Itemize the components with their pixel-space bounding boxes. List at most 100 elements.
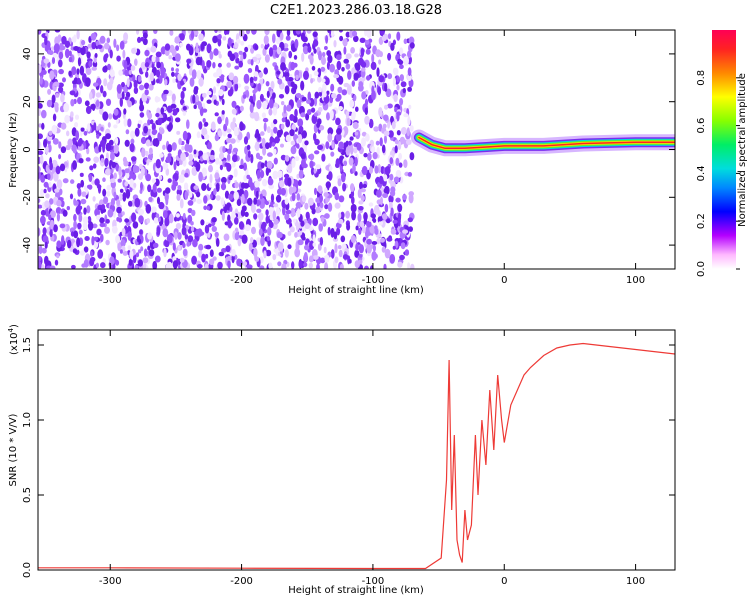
spectrogram-cell — [217, 34, 222, 40]
spectrogram-cell — [113, 172, 117, 180]
spectrogram-cell — [38, 166, 41, 173]
spectrogram-cell — [306, 109, 312, 116]
spectrogram-cell — [78, 229, 83, 235]
spectrogram-cell — [388, 130, 394, 138]
spectrogram-cell — [368, 216, 373, 222]
spectrogram-cell — [162, 162, 169, 170]
spectrogram-cell — [308, 74, 313, 79]
spectrogram-cell — [396, 31, 401, 41]
spectrogram-x-tick-label: -300 — [99, 275, 122, 286]
spectrogram-cell — [225, 245, 231, 253]
spectrogram-cell — [363, 153, 368, 158]
spectrogram-cell — [52, 138, 59, 145]
spectrogram-cell — [56, 179, 63, 189]
spectrogram-cell — [321, 153, 326, 162]
spectrogram-cell — [201, 253, 206, 263]
spectrogram-cell — [54, 188, 60, 193]
spectrogram-cell — [376, 189, 382, 198]
spectrogram-cell — [109, 69, 115, 78]
spectrogram-cell — [356, 143, 362, 151]
spectrogram-cell — [71, 66, 77, 76]
spectrogram-cell — [139, 229, 143, 235]
spectrogram-cell — [62, 209, 68, 217]
snr-x-label: Height of straight line (km) — [288, 585, 424, 596]
spectrogram-cell — [256, 170, 261, 179]
spectrogram-cell — [124, 139, 130, 147]
spectrogram-cell — [162, 94, 167, 102]
spectrogram-cell — [392, 77, 396, 87]
spectrogram-cell — [192, 239, 198, 248]
spectrogram-cell — [378, 175, 384, 185]
spectrogram-cell — [131, 212, 137, 223]
spectrogram-cell — [106, 190, 111, 197]
spectrogram-cell — [341, 172, 346, 183]
spectrogram-cell — [167, 178, 172, 183]
spectrogram-cell — [179, 42, 184, 48]
spectrogram-cell — [125, 129, 130, 135]
spectrogram-cell — [137, 259, 143, 267]
spectrogram-cell — [281, 117, 286, 123]
spectrogram-cell — [289, 226, 295, 233]
spectrogram-cell — [137, 120, 143, 125]
spectrogram-cell — [47, 88, 52, 95]
spectrogram-cell — [59, 188, 63, 196]
spectrogram-cell — [138, 215, 144, 224]
spectrogram-cell — [45, 164, 49, 173]
spectrogram-cell — [307, 91, 312, 101]
spectrogram-cell — [121, 227, 126, 237]
spectrogram-y-tick-label: 40 — [22, 48, 33, 61]
spectrogram-cell — [73, 46, 79, 51]
spectrogram-cell — [124, 181, 129, 187]
spectrogram-cell — [184, 143, 190, 152]
spectrogram-cell — [349, 144, 354, 155]
spectrogram-cell — [221, 182, 226, 188]
spectrogram-x-tick-label: -200 — [230, 275, 253, 286]
spectrogram-cell — [390, 180, 397, 189]
spectrogram-cell — [286, 30, 291, 37]
spectrogram-cell — [311, 65, 316, 71]
spectrogram-cell — [380, 237, 385, 243]
spectrogram-cell — [48, 181, 52, 188]
spectrogram-cell — [77, 223, 82, 230]
spectrogram-cell — [351, 210, 356, 221]
spectrogram-cell — [234, 82, 239, 92]
spectrogram-cell — [360, 47, 365, 57]
spectrogram-cell — [179, 33, 185, 41]
spectrogram-cell — [382, 193, 388, 199]
spectrogram-cell — [314, 187, 317, 196]
spectrogram-cell — [118, 166, 122, 177]
spectrogram-cell — [407, 67, 412, 77]
spectrogram-cell — [116, 217, 120, 222]
snr-scale-prefix: (x10 — [9, 332, 20, 355]
spectrogram-cell — [177, 185, 182, 191]
spectrogram-cell — [285, 72, 290, 78]
spectrogram-cell — [73, 230, 79, 239]
spectrogram-cell — [126, 78, 130, 88]
spectrogram-cell — [181, 226, 187, 236]
figure-title: C2E1.2023.286.03.18.G28 — [270, 3, 442, 18]
spectrogram-cell — [311, 107, 316, 113]
spectrogram-y-tick-label: -20 — [22, 189, 33, 205]
spectrogram-cell — [125, 188, 131, 199]
spectrogram-cell — [390, 207, 394, 217]
spectrogram-cell — [176, 193, 181, 201]
spectrogram-cell — [86, 123, 91, 132]
spectrogram-cell — [273, 148, 277, 155]
spectrogram-cell — [105, 98, 112, 107]
spectrogram-cell — [298, 125, 304, 133]
spectrogram-cell — [300, 220, 305, 227]
spectrogram-cell — [115, 259, 120, 266]
spectrogram-cell — [291, 192, 296, 202]
spectrogram-cell — [197, 150, 204, 157]
spectrogram-cell — [41, 69, 47, 75]
spectrogram-cell — [142, 257, 149, 264]
spectrogram-cell — [353, 94, 357, 102]
spectrogram-cell — [273, 218, 279, 225]
spectrogram-cell — [231, 161, 236, 168]
spectrogram-cell — [350, 183, 355, 192]
spectrogram-cell — [142, 38, 148, 46]
spectrogram-cell — [81, 191, 87, 197]
spectrogram-cell — [160, 107, 165, 115]
spectrogram-cell — [152, 183, 157, 193]
